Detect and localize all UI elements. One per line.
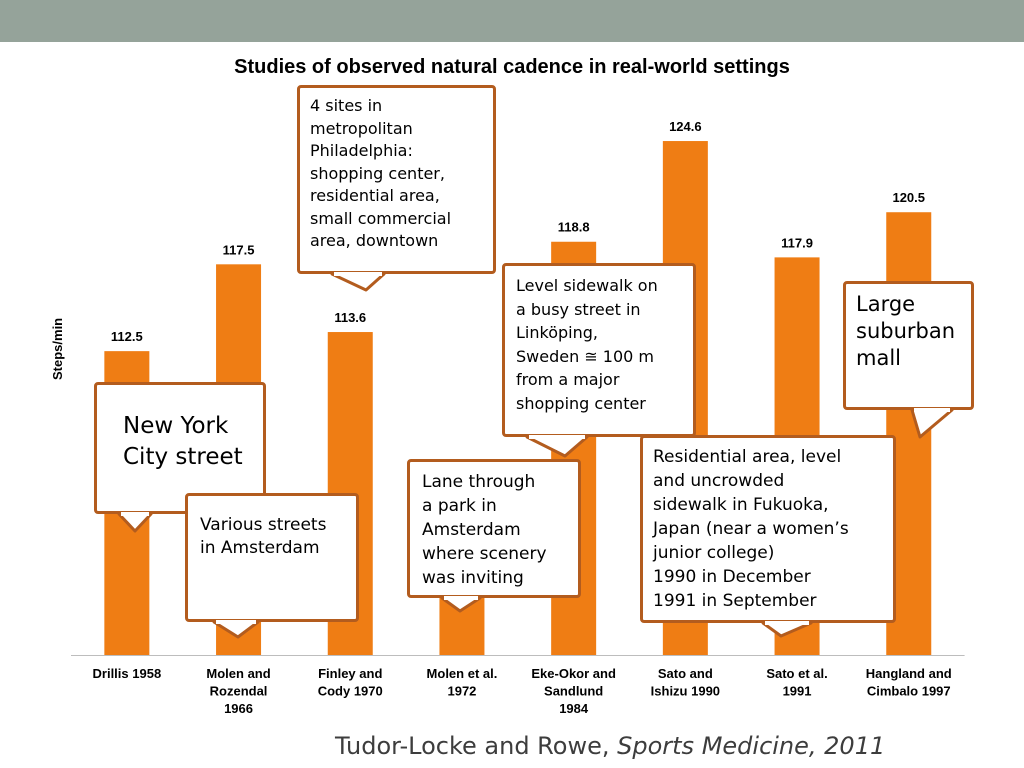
x-tick-label-1: Molen and Rozendal 1966	[206, 666, 270, 716]
data-label-0: 112.5	[111, 329, 143, 344]
top-banner	[0, 0, 1024, 42]
callout-pointer	[761, 621, 813, 638]
x-tick-label-0: Drillis 1958	[93, 666, 162, 681]
chart-title: Studies of observed natural cadence in r…	[234, 56, 790, 78]
callout-text: Various streets in Amsterdam	[200, 515, 327, 558]
data-label-1: 117.5	[223, 242, 255, 257]
callout-amsterdam-park: Lane through a park in Amsterdam where s…	[407, 459, 581, 613]
x-tick-line: Hangland and	[866, 666, 952, 681]
x-tick-label-7: Hangland and Cimbalo 1997	[866, 666, 952, 699]
x-tick-line: Ishizu 1990	[651, 684, 720, 699]
callout-pointer	[212, 620, 260, 639]
x-tick-line: Sato and	[658, 666, 713, 681]
citation-authors: Tudor-Locke and Rowe,	[335, 732, 618, 760]
callout-pointer	[117, 512, 153, 533]
callout-text: Residential area, level and uncrowded si…	[653, 447, 849, 611]
x-tick-label-3: Molen et al. 1972	[427, 666, 498, 699]
callout-text: Level sidewalk on a busy street in Linkö…	[516, 276, 658, 413]
callout-amsterdam-streets: Various streets in Amsterdam	[185, 493, 359, 639]
x-tick-label-2: Finley and Cody 1970	[318, 666, 383, 699]
x-tick-label-5: Sato and Ishizu 1990	[651, 666, 720, 699]
callout-philadelphia: 4 sites in metropolitan Philadelphia: sh…	[297, 85, 496, 292]
data-label-7: 120.5	[892, 190, 925, 205]
x-tick-line: 1966	[224, 701, 253, 716]
x-tick-line: 1984	[559, 701, 589, 716]
callout-linkoping: Level sidewalk on a busy street in Linkö…	[502, 263, 696, 458]
data-label-4: 118.8	[558, 220, 590, 235]
callout-fukuoka: Residential area, level and uncrowded si…	[640, 435, 896, 638]
callout-text: Large suburban mall	[856, 292, 956, 370]
x-tick-line: Rozendal	[210, 684, 268, 699]
citation-journal: Sports Medicine, 2011	[617, 732, 886, 760]
x-tick-label-4: Eke-Okor and Sandlund 1984	[531, 666, 616, 716]
x-tick-line: Eke-Okor and	[531, 666, 616, 681]
callout-suburban-mall: Large suburban mall	[843, 281, 974, 439]
x-tick-line: Cimbalo 1997	[867, 684, 951, 699]
x-tick-line: Cody 1970	[318, 684, 383, 699]
callout-pointer	[440, 596, 482, 613]
callout-text: 4 sites in metropolitan Philadelphia: sh…	[310, 96, 452, 250]
callout-pointer	[525, 435, 589, 458]
callout-pointer	[330, 272, 386, 292]
x-tick-line: Molen and	[206, 666, 270, 681]
data-label-2: 113.6	[334, 310, 366, 325]
callout-text: New York City street	[123, 413, 243, 470]
x-tick-line: Sato et al.	[766, 666, 827, 681]
x-tick-label-6: Sato et al. 1991	[766, 666, 827, 699]
x-tick-line: 1972	[447, 684, 476, 699]
x-tick-line: Sandlund	[544, 684, 603, 699]
x-tick-line: 1991	[783, 684, 812, 699]
callout-pointer	[910, 408, 954, 439]
x-tick-line: Drillis 1958	[93, 666, 162, 681]
data-label-5: 124.6	[669, 119, 702, 134]
x-tick-line: Molen et al.	[427, 666, 498, 681]
y-axis-label: Steps/min	[50, 317, 65, 380]
citation: Tudor-Locke and Rowe, Sports Medicine, 2…	[335, 732, 885, 760]
callout-text: Lane through a park in Amsterdam where s…	[422, 472, 547, 588]
data-label-6: 117.9	[781, 235, 813, 250]
callout-new-york: New York City street	[94, 382, 266, 533]
x-tick-line: Finley and	[318, 666, 382, 681]
